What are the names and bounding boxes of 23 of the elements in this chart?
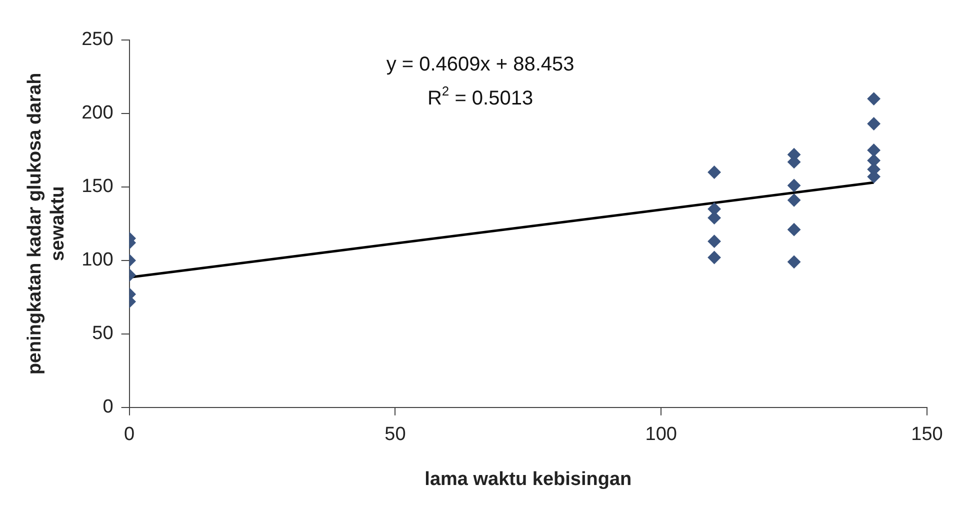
y-axis-title: peningkatan kadar glukosa darah sewaktu <box>24 72 68 375</box>
x-tick-label: 0 <box>124 424 135 446</box>
point <box>788 194 801 207</box>
y-tick-label: 50 <box>92 323 114 344</box>
y-tick-label: 100 <box>82 250 114 271</box>
x-tick-label: 150 <box>911 424 943 446</box>
x-tick-label: 50 <box>384 424 406 446</box>
x-axis-title: lama waktu kebisingan <box>424 468 632 490</box>
y-tick-label: 200 <box>82 102 114 124</box>
x-tick-label: 100 <box>645 424 677 446</box>
point <box>788 255 801 268</box>
point <box>788 178 801 192</box>
point <box>867 144 880 157</box>
point <box>708 234 721 248</box>
y-tick-label: 150 <box>82 176 114 198</box>
point <box>788 223 801 236</box>
point <box>867 117 880 130</box>
point <box>708 166 721 179</box>
point <box>708 251 721 264</box>
y-tick-label: 0 <box>102 396 114 418</box>
point <box>867 92 880 106</box>
annotation: y = 0.4609x + 88.453 <box>386 54 574 76</box>
y-tick-label: 250 <box>82 29 114 50</box>
